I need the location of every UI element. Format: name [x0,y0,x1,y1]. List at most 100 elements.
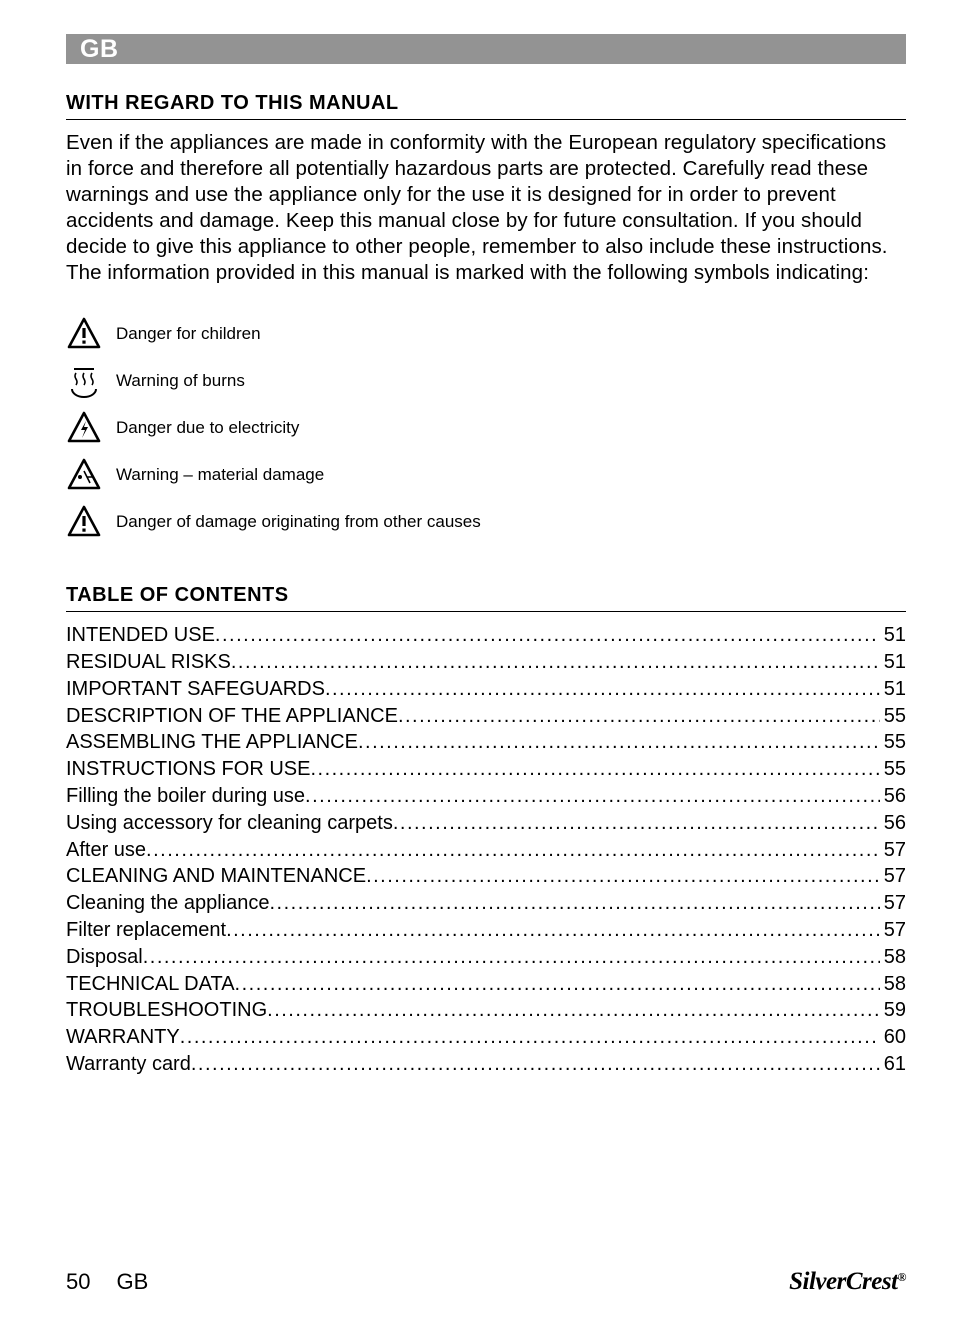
toc-item-title: CLEANING AND MAINTENANCE [66,863,366,890]
toc-leader-dots [180,1024,880,1051]
footer-language: GB [116,1269,148,1295]
toc-item-title: Disposal [66,944,143,971]
toc-item-title: TECHNICAL DATA [66,971,235,998]
toc-leader-dots [215,622,880,649]
toc-row[interactable]: INSTRUCTIONS FOR USE 55 [66,756,906,783]
toc-leader-dots [325,676,880,703]
toc-leader-dots [191,1051,880,1078]
toc-leader-dots [267,997,880,1024]
toc-item-title: IMPORTANT SAFEGUARDS [66,676,325,703]
section-title-manual: WITH REGARD TO THIS MANUAL [66,92,906,120]
toc-item-title: Using accessory for cleaning carpets [66,810,393,837]
toc-row[interactable]: Filter replacement 57 [66,917,906,944]
toc-item-page: 57 [880,837,906,864]
toc-item-page: 51 [880,676,906,703]
page-footer: 50 GB SilverCrest® [66,1268,906,1296]
toc-item-title: Cleaning the appliance [66,890,270,917]
footer-page-number: 50 [66,1269,90,1295]
toc-row[interactable]: Warranty card 61 [66,1051,906,1078]
toc-item-title: WARRANTY [66,1024,180,1051]
brand-registered-icon: ® [898,1270,906,1284]
toc-item-page: 56 [880,783,906,810]
warning-triangle-icon [66,316,102,352]
toc-row[interactable]: ASSEMBLING THE APPLIANCE 55 [66,729,906,756]
toc-leader-dots [143,944,880,971]
toc-item-title: INTENDED USE [66,622,215,649]
toc-item-page: 61 [880,1051,906,1078]
symbol-label: Danger due to electricity [116,418,299,438]
symbol-label: Warning – material damage [116,465,324,485]
header-bar: GB [66,34,906,64]
toc-item-title: Warranty card [66,1051,191,1078]
toc-row[interactable]: INTENDED USE 51 [66,622,906,649]
electric-triangle-icon [66,410,102,446]
footer-brand: SilverCrest® [789,1268,906,1296]
toc-row[interactable]: After use 57 [66,837,906,864]
toc-leader-dots [305,783,880,810]
toc-leader-dots [231,649,880,676]
toc-item-title: After use [66,837,146,864]
brand-name: SilverCrest [789,1268,897,1295]
toc-leader-dots [310,756,879,783]
toc-row[interactable]: IMPORTANT SAFEGUARDS 51 [66,676,906,703]
toc-item-title: DESCRIPTION OF THE APPLIANCE [66,703,398,730]
toc-item-page: 57 [880,863,906,890]
toc-item-page: 58 [880,944,906,971]
toc-leader-dots [398,703,880,730]
toc-leader-dots [393,810,880,837]
symbol-row: Danger for children [66,316,906,352]
toc-item-title: Filling the boiler during use [66,783,305,810]
toc-leader-dots [235,971,880,998]
intro-p1: Even if the appliances are made in confo… [66,131,888,258]
toc-item-page: 55 [880,729,906,756]
page-content: WITH REGARD TO THIS MANUAL Even if the a… [66,92,906,1078]
material-damage-triangle-icon [66,457,102,493]
toc-item-page: 56 [880,810,906,837]
toc-item-page: 55 [880,756,906,783]
warning-triangle-icon [66,504,102,540]
toc-row[interactable]: Using accessory for cleaning carpets 56 [66,810,906,837]
burn-hot-icon [66,363,102,399]
symbol-legend: Danger for children Warning of burns [66,316,906,540]
toc-item-title: RESIDUAL RISKS [66,649,231,676]
toc-row[interactable]: TECHNICAL DATA 58 [66,971,906,998]
toc-row[interactable]: Cleaning the appliance 57 [66,890,906,917]
toc-leader-dots [358,729,880,756]
toc-item-page: 55 [880,703,906,730]
toc-row[interactable]: CLEANING AND MAINTENANCE 57 [66,863,906,890]
toc-row[interactable]: DESCRIPTION OF THE APPLIANCE 55 [66,703,906,730]
symbol-label: Warning of burns [116,371,245,391]
toc-list: INTENDED USE 51RESIDUAL RISKS 51IMPORTAN… [66,622,906,1078]
toc-leader-dots [366,863,880,890]
toc-item-page: 58 [880,971,906,998]
toc-item-page: 57 [880,890,906,917]
toc-item-page: 59 [880,997,906,1024]
symbol-row: Warning – material damage [66,457,906,493]
symbol-row: Warning of burns [66,363,906,399]
toc-row[interactable]: TROUBLESHOOTING 59 [66,997,906,1024]
toc-section: TABLE OF CONTENTS INTENDED USE 51RESIDUA… [66,584,906,1078]
symbol-label: Danger of damage originating from other … [116,512,481,532]
symbol-row: Danger of damage originating from other … [66,504,906,540]
toc-row[interactable]: Disposal 58 [66,944,906,971]
symbol-row: Danger due to electricity [66,410,906,446]
footer-left: 50 GB [66,1269,148,1295]
toc-item-page: 60 [880,1024,906,1051]
toc-row[interactable]: RESIDUAL RISKS 51 [66,649,906,676]
toc-item-title: ASSEMBLING THE APPLIANCE [66,729,358,756]
intro-paragraph: Even if the appliances are made in confo… [66,130,906,286]
intro-p2: The information provided in this manual … [66,261,869,284]
toc-item-title: Filter replacement [66,917,226,944]
toc-leader-dots [226,917,880,944]
toc-row[interactable]: Filling the boiler during use 56 [66,783,906,810]
toc-heading: TABLE OF CONTENTS [66,584,906,612]
header-language-badge: GB [66,35,119,64]
toc-item-title: INSTRUCTIONS FOR USE [66,756,310,783]
symbol-label: Danger for children [116,324,261,344]
toc-item-page: 57 [880,917,906,944]
toc-item-page: 51 [880,649,906,676]
toc-item-title: TROUBLESHOOTING [66,997,267,1024]
toc-leader-dots [270,890,880,917]
toc-leader-dots [146,837,880,864]
toc-row[interactable]: WARRANTY 60 [66,1024,906,1051]
